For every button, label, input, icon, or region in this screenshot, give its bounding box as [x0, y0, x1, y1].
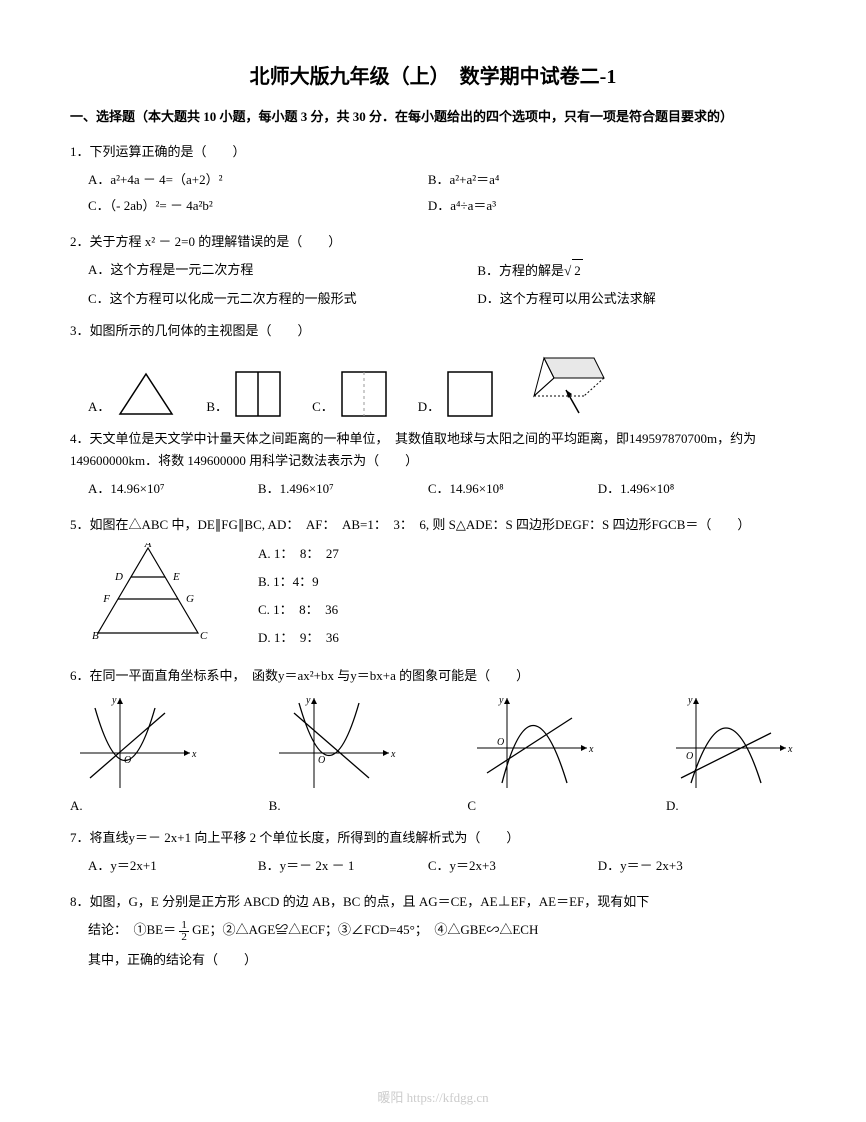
q5-option-b: B. 1：4：9	[258, 571, 339, 593]
q1-option-d: D．a⁴÷a＝a³	[428, 195, 768, 217]
question-5: 5．如图在△ABC 中，DE∥FG∥BC, AD： AF： AB=1： 3： 6…	[70, 514, 796, 654]
q7-option-c: C．y＝2x+3	[428, 855, 598, 877]
svg-text:A: A	[144, 543, 152, 550]
q1-option-c: C．（- 2ab）²= － 4a²b²	[88, 195, 428, 217]
svg-text:O: O	[497, 737, 504, 748]
q2-option-a: A．这个方程是一元二次方程	[88, 259, 477, 282]
q6-label-b: B.	[269, 795, 281, 817]
question-2: 2．关于方程 x² － 2=0 的理解错误的是（ ） A．这个方程是一元二次方程…	[70, 231, 796, 310]
section-header: 一、选择题（本大题共 10 小题，每小题 3 分，共 30 分．在每小题给出的四…	[70, 107, 796, 127]
exam-title: 北师大版九年级（上） 数学期中试卷二-1	[70, 60, 796, 89]
q6-graph-d: x y O	[666, 693, 796, 793]
q3-prism-icon	[524, 348, 614, 418]
q5-option-c: C. 1： 8： 36	[258, 599, 339, 621]
q8-line3: 其中，正确的结论有（ ）	[88, 949, 796, 971]
watermark: 暖阳 https://kfdgg.cn	[0, 1087, 866, 1106]
svg-text:y: y	[687, 695, 693, 706]
q5-text: 5．如图在△ABC 中，DE∥FG∥BC, AD： AF： AB=1： 3： 6…	[70, 514, 796, 536]
svg-text:x: x	[191, 749, 197, 760]
q5-option-a: A. 1： 8： 27	[258, 543, 339, 565]
q3-label-b: B．	[206, 396, 228, 418]
q6-label-d: D.	[666, 795, 679, 817]
q1-option-b: B．a²+a²＝a⁴	[428, 169, 768, 191]
svg-text:O: O	[318, 755, 325, 766]
q1-text: 1．下列运算正确的是（ ）	[70, 141, 796, 163]
q6-graph-c: x y O	[467, 693, 597, 793]
question-7: 7．将直线y＝－ 2x+1 向上平移 2 个单位长度，所得到的直线解析式为（ ）…	[70, 827, 796, 881]
q2-text: 2．关于方程 x² － 2=0 的理解错误的是（ ）	[70, 231, 796, 253]
q6-graph-a: x y O	[70, 693, 200, 793]
q3-label-a: A．	[88, 396, 110, 418]
q7-text: 7．将直线y＝－ 2x+1 向上平移 2 个单位长度，所得到的直线解析式为（ ）	[70, 827, 796, 849]
q2-b-prefix: B．方程的解是	[477, 263, 564, 278]
q8-line2-suffix: GE；②△AGE≌△ECF；③∠FCD=45°； ④△GBE∽△ECH	[192, 922, 538, 937]
svg-text:D: D	[114, 571, 123, 583]
q3-label-d: D．	[418, 396, 440, 418]
q3-square-icon	[446, 370, 494, 418]
svg-text:y: y	[111, 695, 117, 706]
q4-option-d: D．1.496×10⁸	[598, 478, 768, 500]
q3-triangle-icon	[116, 370, 176, 418]
sqrt-icon	[564, 263, 571, 278]
question-4: 4．天文单位是天文学中计量天体之间距离的一种单位， 其数值取地球与太阳之间的平均…	[70, 428, 796, 504]
q3-label-c: C．	[312, 396, 334, 418]
q3-split-rect-icon	[234, 370, 282, 418]
svg-text:B: B	[92, 630, 99, 642]
svg-text:y: y	[305, 695, 311, 706]
q3-text: 3．如图所示的几何体的主视图是（ ）	[70, 320, 796, 342]
q3-dashed-rect-icon	[340, 370, 388, 418]
svg-text:E: E	[172, 571, 180, 583]
q8-line2: 结论： ①BE＝ 1 2 GE；②△AGE≌△ECF；③∠FCD=45°； ④△…	[88, 919, 796, 943]
q6-graph-b: x y O	[269, 693, 399, 793]
q2-b-radicand: 2	[572, 259, 583, 282]
q1-option-a: A．a²+4a － 4=（a+2）²	[88, 169, 428, 191]
fraction-icon: 1 2	[179, 920, 189, 943]
question-8: 8．如图，G，E 分别是正方形 ABCD 的边 AB，BC 的点，且 AG＝CE…	[70, 891, 796, 971]
q7-option-a: A．y＝2x+1	[88, 855, 258, 877]
question-3: 3．如图所示的几何体的主视图是（ ） A． B． C． D．	[70, 320, 796, 418]
svg-text:F: F	[102, 593, 110, 605]
q6-text: 6．在同一平面直角坐标系中， 函数y＝ax²+bx 与y＝bx+a 的图象可能是…	[70, 665, 796, 687]
q7-option-d: D．y＝－ 2x+3	[598, 855, 768, 877]
svg-text:y: y	[498, 695, 504, 706]
svg-text:G: G	[186, 593, 194, 605]
q4-option-c: C．14.96×10⁸	[428, 478, 598, 500]
question-6: 6．在同一平面直角坐标系中， 函数y＝ax²+bx 与y＝bx+a 的图象可能是…	[70, 665, 796, 817]
q2-option-c: C．这个方程可以化成一元二次方程的一般形式	[88, 288, 477, 310]
svg-text:x: x	[787, 744, 793, 755]
q8-line1: 8．如图，G，E 分别是正方形 ABCD 的边 AB，BC 的点，且 AG＝CE…	[70, 891, 796, 913]
q4-text: 4．天文单位是天文学中计量天体之间距离的一种单位， 其数值取地球与太阳之间的平均…	[70, 428, 796, 472]
q4-option-b: B．1.496×10⁷	[258, 478, 428, 500]
q2-option-d: D．这个方程可以用公式法求解	[477, 288, 796, 310]
q6-label-a: A.	[70, 795, 83, 817]
question-1: 1．下列运算正确的是（ ） A．a²+4a － 4=（a+2）² B．a²+a²…	[70, 141, 796, 221]
q6-label-c: C	[467, 795, 476, 817]
q5-triangle-diagram: A D E F G B C	[88, 543, 218, 643]
q4-option-a: A．14.96×10⁷	[88, 478, 258, 500]
svg-text:x: x	[390, 749, 396, 760]
q2-option-b: B．方程的解是 2	[477, 259, 796, 282]
svg-text:C: C	[200, 630, 208, 642]
frac-den: 2	[179, 932, 189, 943]
q5-option-d: D. 1： 9： 36	[258, 627, 339, 649]
svg-text:x: x	[588, 744, 594, 755]
q7-option-b: B．y＝－ 2x － 1	[258, 855, 428, 877]
q8-line2-prefix: 结论： ①BE＝	[88, 922, 176, 937]
svg-text:O: O	[686, 751, 693, 762]
